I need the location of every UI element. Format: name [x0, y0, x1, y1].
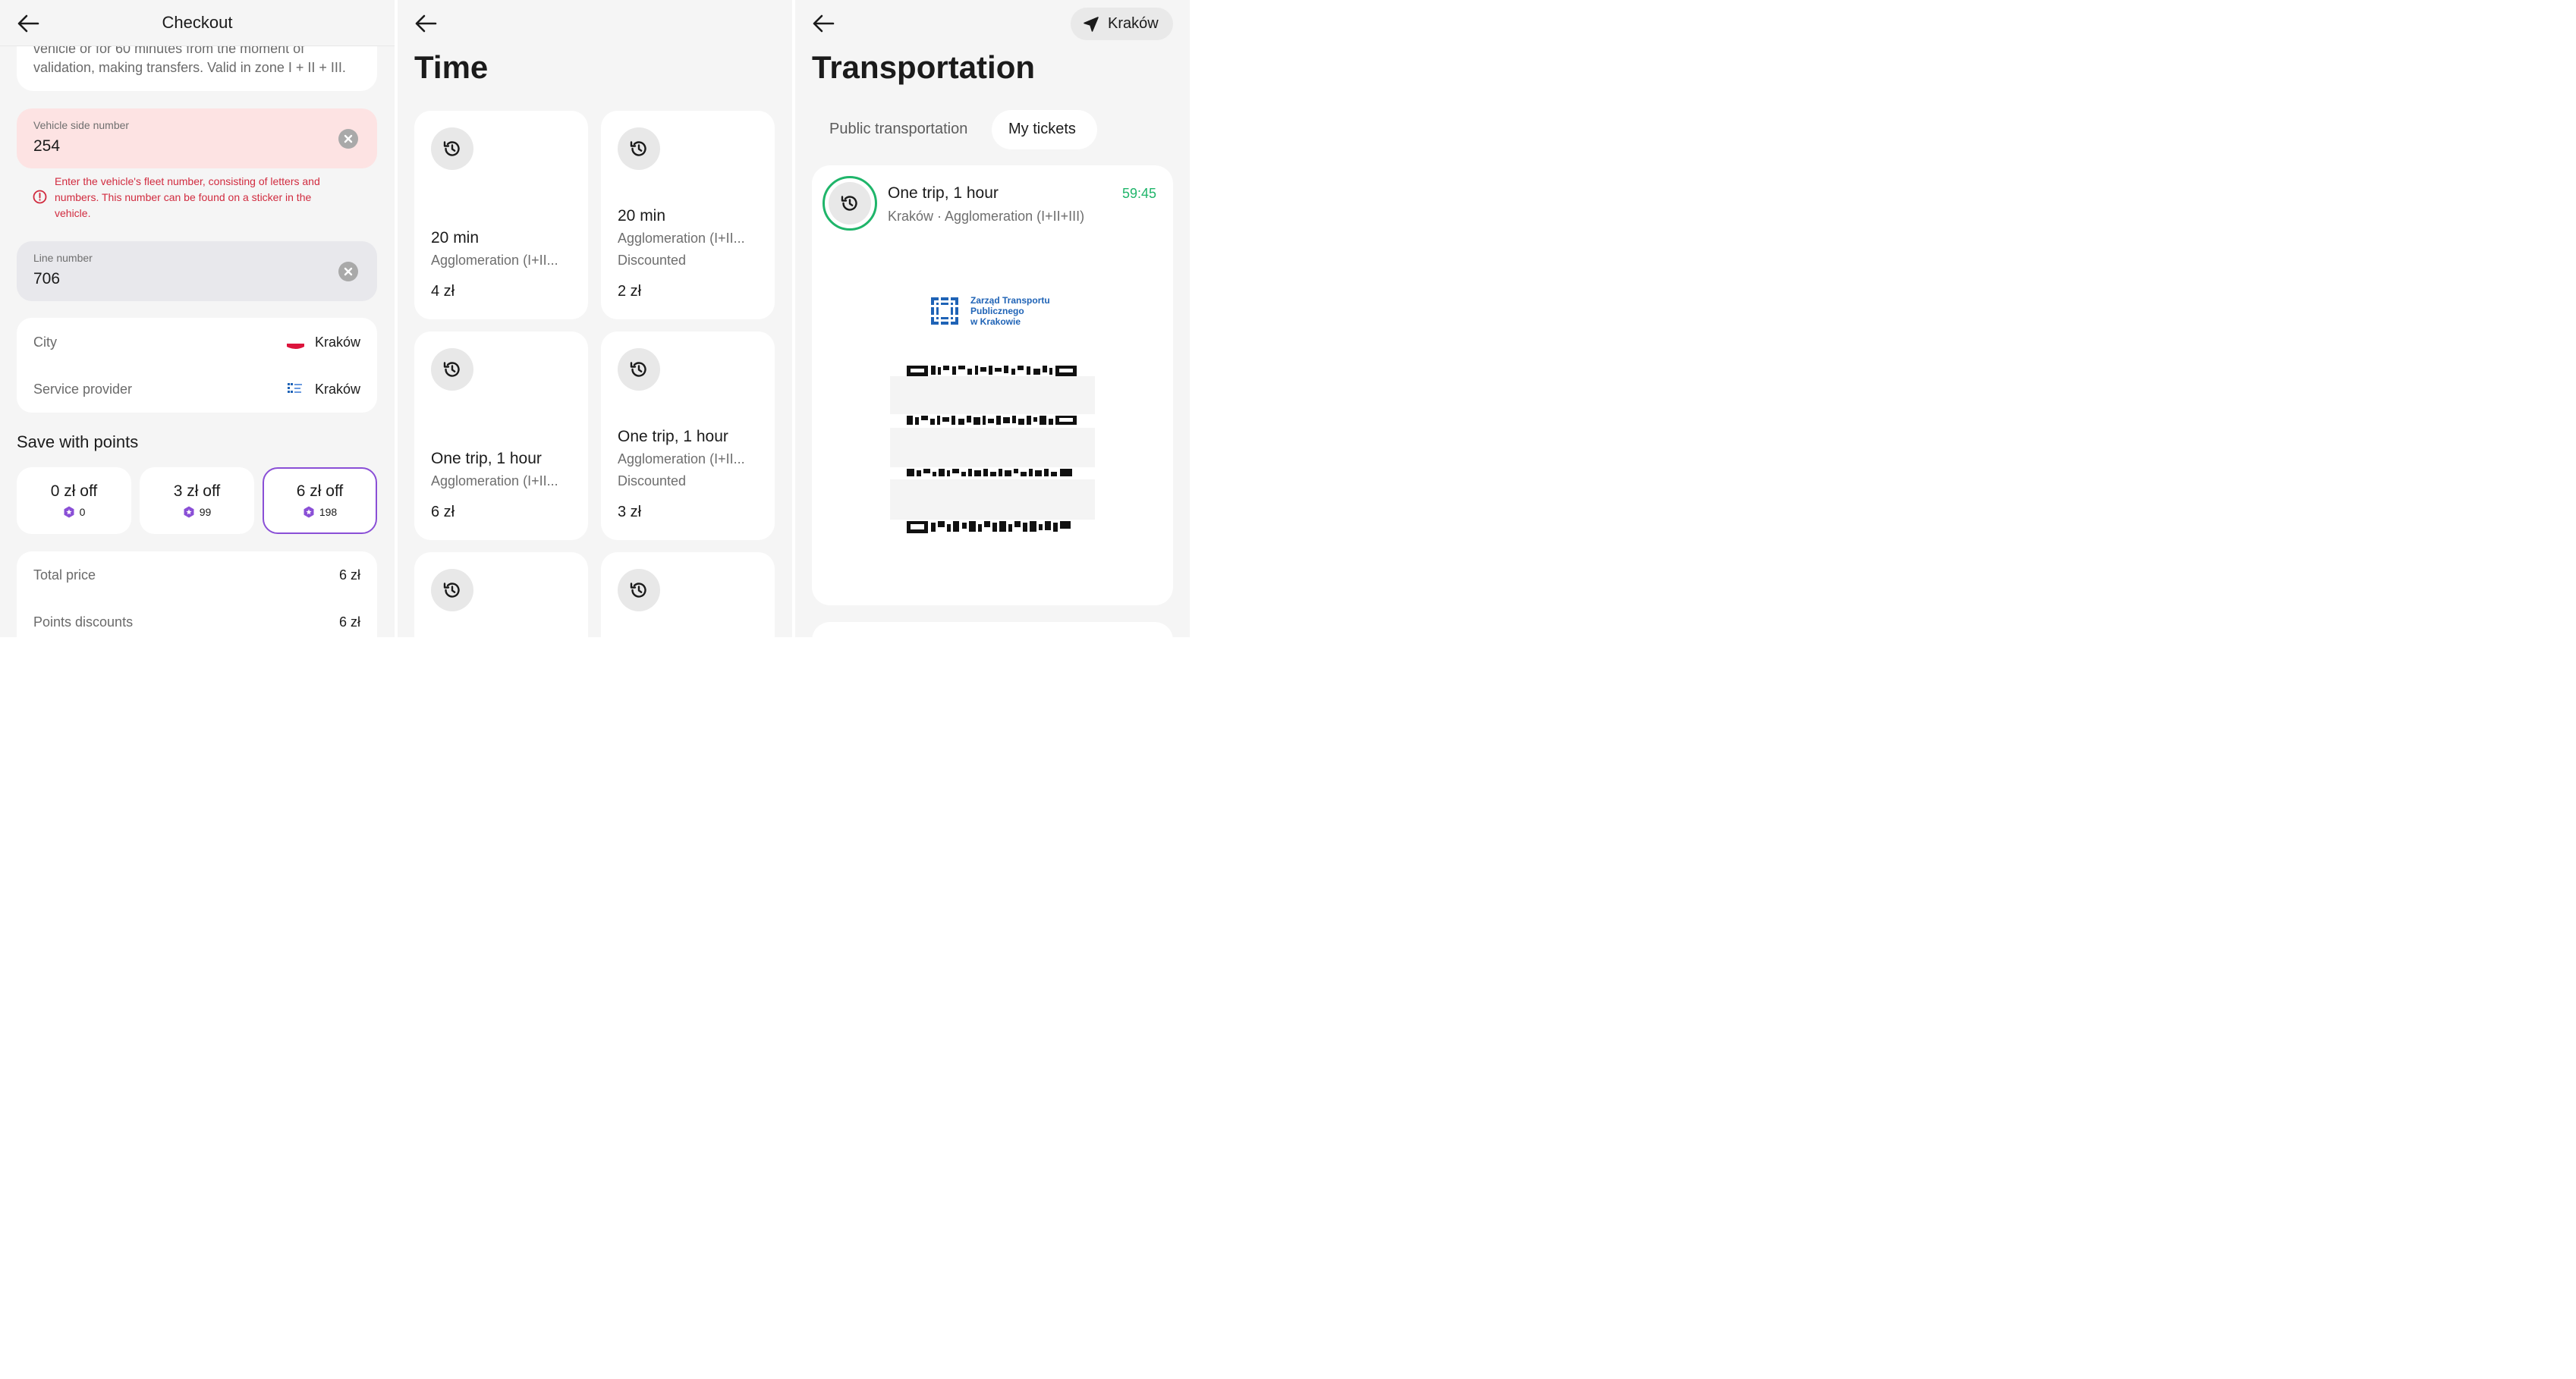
points-option-2-selected[interactable]: 6 zł off 198 — [263, 467, 377, 534]
history-icon — [431, 127, 473, 170]
back-arrow-icon[interactable] — [17, 14, 39, 33]
ticket-price: 3 zł — [618, 504, 642, 520]
error-icon — [33, 190, 47, 204]
history-icon — [431, 348, 473, 391]
line-field-value[interactable]: 706 — [33, 270, 61, 287]
ticket-card-partial[interactable] — [414, 552, 588, 637]
ticket-discount-label: Discounted — [618, 473, 687, 488]
service-provider-label: Service provider — [33, 382, 133, 397]
history-icon — [431, 569, 473, 611]
points-section-title: Save with points — [17, 432, 139, 451]
ticket-card-one-trip-discounted[interactable]: One trip, 1 hour Agglomeration (I+II... … — [601, 331, 775, 540]
ticket-zone: Agglomeration (I+II... — [618, 231, 745, 246]
history-icon — [618, 127, 660, 170]
transportation-screen: Kraków Transportation Public transportat… — [795, 0, 1190, 637]
vehicle-side-number-field[interactable]: Vehicle side number 254 — [17, 108, 377, 168]
ticket-price: 2 zł — [618, 283, 642, 300]
page-title: Time — [414, 49, 489, 85]
history-icon — [618, 348, 660, 391]
points-discounts-value: 6 zł — [338, 614, 360, 630]
next-ticket-card-partial[interactable] — [812, 622, 1173, 637]
back-arrow-icon[interactable] — [812, 14, 835, 33]
ticket-zone: Kraków · Agglomeration (I+II+III) — [888, 209, 1085, 224]
line-number-field[interactable]: Line number 706 — [17, 241, 377, 301]
ticket-discount-label: Discounted — [618, 253, 687, 268]
points-coin-icon — [304, 506, 314, 518]
points-coin-icon — [64, 506, 74, 518]
tab-public-transportation[interactable]: Public transportation — [829, 121, 968, 137]
ztp-name-line-1: Zarząd Transportu — [970, 295, 1050, 306]
vehicle-error-line-3: vehicle. — [55, 207, 91, 219]
checkout-screen: Checkout vehicle or for 60 minutes from … — [0, 0, 395, 637]
ticket-zone: Agglomeration (I+II... — [431, 253, 558, 268]
vehicle-field-value[interactable]: 254 — [33, 137, 61, 155]
vehicle-error-line-2: numbers. This number can be found on a s… — [55, 191, 312, 203]
tab-my-tickets[interactable]: My tickets — [992, 110, 1097, 149]
points-cost: 0 — [79, 506, 86, 518]
clear-icon[interactable] — [338, 262, 358, 281]
ticket-price: 4 zł — [431, 283, 455, 300]
service-provider-value: Kraków — [314, 382, 360, 397]
poland-flag-icon — [287, 339, 304, 349]
ticket-name: One trip, 1 hour — [888, 184, 999, 202]
page-title: Transportation — [812, 49, 1036, 85]
points-cost: 198 — [319, 506, 338, 518]
points-coin-icon — [184, 506, 194, 518]
ticket-zone: Agglomeration (I+II... — [618, 451, 745, 466]
city-label: City — [33, 335, 57, 350]
total-price-value: 6 zł — [338, 567, 360, 583]
ztp-logo-icon — [288, 383, 302, 393]
checkout-header: Checkout — [0, 0, 395, 46]
ticket-name: One trip, 1 hour — [431, 450, 542, 467]
ztp-name-line-2: Publicznego — [970, 306, 1024, 316]
vehicle-error-line-1: Enter the vehicle's fleet number, consis… — [55, 175, 320, 187]
vehicle-field-label: Vehicle side number — [33, 119, 130, 131]
total-price-label: Total price — [33, 567, 96, 583]
navigation-arrow-icon — [1084, 17, 1099, 32]
points-option-0[interactable]: 0 zł off 0 — [17, 467, 131, 534]
tab-my-tickets-label: My tickets — [1008, 121, 1076, 137]
ticket-card-20min[interactable]: 20 min Agglomeration (I+II... 4 zł — [414, 111, 588, 319]
ticket-timer-ring — [822, 176, 877, 231]
points-off-label: 6 zł off — [296, 482, 344, 500]
ticket-card-one-trip[interactable]: One trip, 1 hour Agglomeration (I+II... … — [414, 331, 588, 540]
ticket-qr-code — [890, 364, 1095, 535]
points-off-label: 3 zł off — [173, 482, 221, 500]
ticket-zone: Agglomeration (I+II... — [431, 473, 558, 488]
points-cost: 99 — [199, 506, 212, 518]
history-icon — [829, 182, 871, 225]
page-title: Checkout — [162, 13, 233, 32]
ticket-name: One trip, 1 hour — [618, 428, 728, 445]
price-summary-card: Total price 6 zł Points discounts 6 zł — [17, 551, 377, 637]
ztp-name-line-3: w Krakowie — [970, 316, 1021, 327]
city-value: Kraków — [314, 335, 360, 350]
time-tickets-screen: Time 20 min Agglomeration (I+II... 4 zł … — [398, 0, 792, 637]
ticket-card-partial[interactable] — [601, 552, 775, 637]
ticket-name: 20 min — [618, 207, 666, 225]
ticket-price: 6 zł — [431, 504, 455, 520]
points-option-1[interactable]: 3 zł off 99 — [140, 467, 254, 534]
ticket-name: 20 min — [431, 229, 480, 247]
active-ticket-card[interactable]: One trip, 1 hour Kraków · Agglomeration … — [812, 165, 1173, 605]
points-off-label: 0 zł off — [50, 482, 98, 500]
ticket-countdown: 59:45 — [1121, 186, 1156, 201]
location-button[interactable]: Kraków — [1071, 8, 1173, 40]
description-line-2: validation, making transfers. Valid in z… — [33, 60, 346, 75]
points-discounts-label: Points discounts — [33, 614, 134, 630]
clear-icon[interactable] — [338, 129, 358, 149]
ztp-logo-icon — [931, 297, 958, 325]
line-field-label: Line number — [33, 252, 93, 264]
location-label: Kraków — [1108, 15, 1159, 32]
back-arrow-icon[interactable] — [414, 14, 437, 33]
ticket-card-20min-discounted[interactable]: 20 min Agglomeration (I+II... Discounted… — [601, 111, 775, 319]
city-provider-card: City Kraków Service provider Kraków — [17, 318, 377, 413]
history-icon — [618, 569, 660, 611]
